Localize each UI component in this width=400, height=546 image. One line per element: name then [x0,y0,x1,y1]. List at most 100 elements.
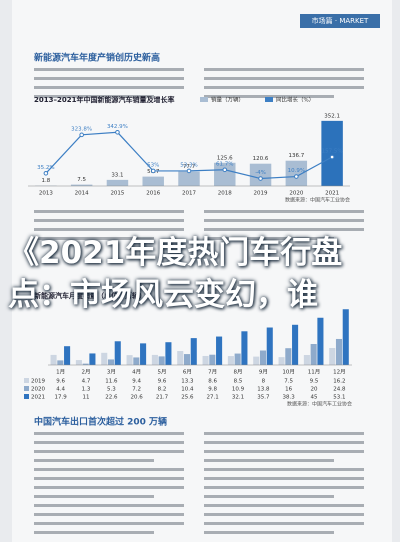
bar [178,172,199,186]
legend-swatch [24,386,29,391]
table-cell: 4.7 [82,379,91,385]
text-line [34,68,184,71]
table-cell: 24.8 [333,387,346,393]
bar [279,357,285,365]
table-cell: 9.6 [56,379,65,385]
text-line [34,441,184,444]
table-cell: 53.1 [333,395,345,401]
x-tick-label: 7月 [208,369,217,376]
growth-label: 35.2% [37,165,54,171]
table-cell: 16.2 [333,379,345,385]
text-line [34,486,184,489]
table-cell: 20.6 [131,395,144,401]
table-cell: 11 [83,395,90,401]
bar [101,353,107,365]
bar [108,359,114,365]
x-tick-label: 8月 [234,369,243,376]
x-tick-label: 9月 [259,369,268,376]
bar [89,353,95,365]
bar [51,355,57,365]
growth-label: 53% [147,162,159,168]
text-line [204,86,364,89]
text-line [204,450,364,453]
table-cell: 9.6 [158,379,167,385]
bar [235,354,241,365]
bar [304,355,310,365]
growth-label: 61.7% [216,161,233,167]
bar [203,356,209,365]
bar [343,309,349,365]
x-tick-label: 2016 [146,191,160,197]
table-cell: 22.6 [105,395,118,401]
text-line [204,513,364,516]
row-label: 2020 [31,387,45,393]
bar [107,180,128,186]
legend-swatch [24,394,29,399]
table-cell: 38.3 [283,395,296,401]
bar-label: 7.5 [77,177,86,183]
text-line [34,86,184,89]
table-cell: 10.4 [181,387,194,393]
x-tick-label: 4月 [132,369,141,376]
growth-point [116,130,120,134]
text-line [204,441,364,444]
x-tick-label: 2014 [75,191,89,197]
table-cell: 10.9 [232,387,245,393]
text-line [204,77,364,80]
table-cell: 8.5 [234,379,243,385]
bar [216,337,222,365]
bar-label: 33.1 [111,172,123,178]
bar [329,348,335,365]
bar [152,355,158,365]
text-line [204,219,364,222]
bar [209,355,215,365]
row-label: 2021 [31,395,45,401]
growth-label: 10.9% [288,168,305,174]
text-line [204,432,364,435]
text-line [204,486,364,489]
growth-point [259,177,263,181]
table-cell: 20 [311,387,318,393]
bar [127,355,133,365]
legend-swatch [24,378,29,383]
growth-point [330,155,334,159]
growth-label: 157.5% [322,149,343,155]
growth-label: 53.3% [180,162,197,168]
bar [317,318,323,365]
table-cell: 13.8 [257,387,270,393]
text-line [204,210,364,213]
x-tick-label: 2018 [218,191,232,197]
table-cell: 35.7 [257,395,270,401]
growth-point [151,169,155,173]
table-cell: 13.3 [181,379,194,385]
bar [253,357,259,365]
text-line [34,432,184,435]
text-line [204,228,364,231]
text-line [204,459,334,462]
bar [311,344,317,365]
table-cell: 11.6 [105,379,118,385]
text-line [34,459,154,462]
legend-swatch [200,97,208,102]
table-cell: 21.7 [156,395,169,401]
section-heading: 中国汽车出口首次超过 200 万辆 [34,416,167,428]
growth-point [44,172,48,176]
legend-swatch [265,97,273,102]
x-tick-label: 2013 [39,191,53,197]
bar [133,357,139,365]
bar [267,328,273,365]
table-cell: 17.9 [55,395,68,401]
legend-label: 销量（万辆） [211,96,244,104]
table-cell: 45 [311,395,318,401]
table-cell: 8.6 [208,379,217,385]
bar [64,346,70,365]
x-tick-label: 3月 [107,369,116,376]
text-line [34,495,154,498]
table-cell: 8.2 [158,387,167,393]
text-line [204,522,364,525]
text-line [34,219,184,222]
x-tick-label: 1月 [56,369,65,376]
bar [76,360,82,365]
text-line [34,210,184,213]
